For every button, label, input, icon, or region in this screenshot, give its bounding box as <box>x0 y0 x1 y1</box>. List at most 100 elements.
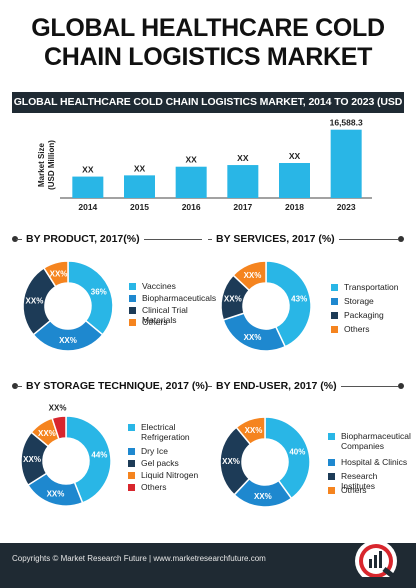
brand-logo-icon <box>355 540 397 577</box>
legend-swatch <box>129 319 136 326</box>
legend-label: Biopharmaceuticals <box>142 293 217 303</box>
storage-slice <box>65 415 112 504</box>
legend-label: Others <box>344 324 370 334</box>
page-title: GLOBAL HEALTHCARE COLD CHAIN LOGISTICS M… <box>0 14 416 72</box>
legend-label: Packaging <box>344 310 384 320</box>
legend-label: Research Institutes <box>341 471 378 491</box>
bar-2018 <box>279 163 310 198</box>
legend-label: Storage <box>344 296 374 306</box>
x-tick-label: 2017 <box>233 202 252 212</box>
legend-label: Liquid Nitrogen <box>141 470 199 480</box>
enduser-slice <box>264 416 311 500</box>
bar-value-label: XX <box>185 155 197 165</box>
storage-slice-label: XX% <box>38 429 56 438</box>
section-head-storage: BY STORAGE TECHNIQUE, 2017 (%) <box>12 377 213 395</box>
product-slice-label: XX% <box>59 336 77 345</box>
enduser-slice-label: XX% <box>222 457 240 466</box>
legend-swatch <box>128 448 135 455</box>
section-dot <box>398 383 404 389</box>
services-slice-label: XX% <box>244 271 262 280</box>
charts-canvas: Market Size (USD Million) XX 2014 XX 2015 XX 20… <box>20 118 372 508</box>
storage-slice-label: XX% <box>23 455 41 464</box>
legend-swatch <box>129 283 136 290</box>
bar-chart-title: GLOBAL HEALTHCARE COLD CHAIN LOGISTICS M… <box>12 92 404 129</box>
bar-value-label: XX <box>289 151 301 161</box>
legend-swatch <box>328 433 335 440</box>
title-line-2: CHAIN LOGISTICS MARKET <box>43 43 373 71</box>
y-axis-label-unit: (USD Million) <box>47 140 56 190</box>
enduser-slice-label: XX% <box>254 492 272 501</box>
legend-label: Gel packs <box>141 458 179 468</box>
product-slice-label: XX% <box>26 297 44 306</box>
legend-label: Others <box>141 482 167 492</box>
legend-swatch <box>331 284 338 291</box>
legend-label: Clinical Trial Materials <box>142 305 188 325</box>
bar-value-label: XX <box>237 153 249 163</box>
bar-2016 <box>175 166 207 198</box>
section-title-services: BY SERVICES, 2017 (%) <box>212 230 339 248</box>
product-slice-label: XX% <box>50 269 68 278</box>
legend-swatch <box>128 484 135 491</box>
legend-swatch <box>328 487 335 494</box>
section-head-enduser: BY END-USER, 2017 (%) <box>208 377 404 395</box>
services-slice-label: 43% <box>291 295 307 304</box>
product-slice-label: 36% <box>91 288 107 297</box>
storage-slice <box>51 415 67 441</box>
section-dot <box>12 236 18 242</box>
bar-2017 <box>227 165 259 198</box>
footer-text: Copyrights © Market Research Future | ww… <box>12 554 266 563</box>
section-title-product: BY PRODUCT, 2017(%) <box>22 230 144 248</box>
product-slice <box>42 260 69 288</box>
x-tick-label: 2015 <box>130 202 149 212</box>
section-title-enduser: BY END-USER, 2017 (%) <box>212 377 341 395</box>
legend-label: Others <box>142 317 168 327</box>
x-tick-label: 2023 <box>337 202 356 212</box>
legend-swatch <box>331 312 338 319</box>
legend-label: Transportation <box>344 282 399 292</box>
legend-swatch <box>328 459 335 466</box>
services-slice <box>232 260 267 292</box>
services-slice-label: XX% <box>244 333 262 342</box>
section-dot <box>12 383 18 389</box>
storage-slice-label: XX% <box>49 404 67 413</box>
enduser-slice-label: XX% <box>245 426 263 435</box>
legend-swatch <box>331 298 338 305</box>
storage-slice-label: XX% <box>47 489 65 498</box>
section-title-storage: BY STORAGE TECHNIQUE, 2017 (%) <box>22 377 213 395</box>
legend-label: Hospital & Clinics <box>341 457 408 467</box>
legend-label: Others <box>341 485 367 495</box>
section-head-services: BY SERVICES, 2017 (%) <box>208 230 404 248</box>
x-tick-label: 2016 <box>182 202 201 212</box>
section-dot <box>398 236 404 242</box>
enduser-slice <box>235 416 266 446</box>
legend-swatch <box>128 472 135 479</box>
legend-swatch <box>128 424 135 431</box>
bar-2014 <box>72 176 104 198</box>
bar-value-label: 16,588.3 <box>330 118 363 128</box>
x-tick-label: 2014 <box>78 202 97 212</box>
legend-label: Biopharmaceutical Companies <box>341 431 411 451</box>
section-head-product: BY PRODUCT, 2017(%) <box>12 230 202 248</box>
legend-swatch <box>129 295 136 302</box>
product-slice <box>67 260 114 336</box>
legend-label: Vaccines <box>142 281 176 291</box>
enduser-slice-label: 40% <box>289 447 305 456</box>
legend-label: Electrical Refrigeration <box>141 422 190 442</box>
footer: Copyrights © Market Research Future | ww… <box>0 540 416 588</box>
bar-value-label: XX <box>134 163 146 173</box>
legend-swatch <box>129 307 136 314</box>
legend-swatch <box>328 473 335 480</box>
y-axis-label: Market Size <box>37 142 46 187</box>
x-tick-label: 2018 <box>285 202 304 212</box>
services-slice <box>222 312 287 352</box>
title-line-1: GLOBAL HEALTHCARE COLD <box>31 14 385 42</box>
bar-value-label: XX <box>82 165 94 175</box>
services-slice-label: XX% <box>224 295 242 304</box>
legend-label: Dry Ice <box>141 446 168 456</box>
legend-swatch <box>331 326 338 333</box>
storage-slice-label: 44% <box>91 451 107 460</box>
legend-swatch <box>128 460 135 467</box>
services-slice <box>265 260 312 348</box>
bar-2023 <box>330 129 362 198</box>
bar-2015 <box>124 175 155 198</box>
